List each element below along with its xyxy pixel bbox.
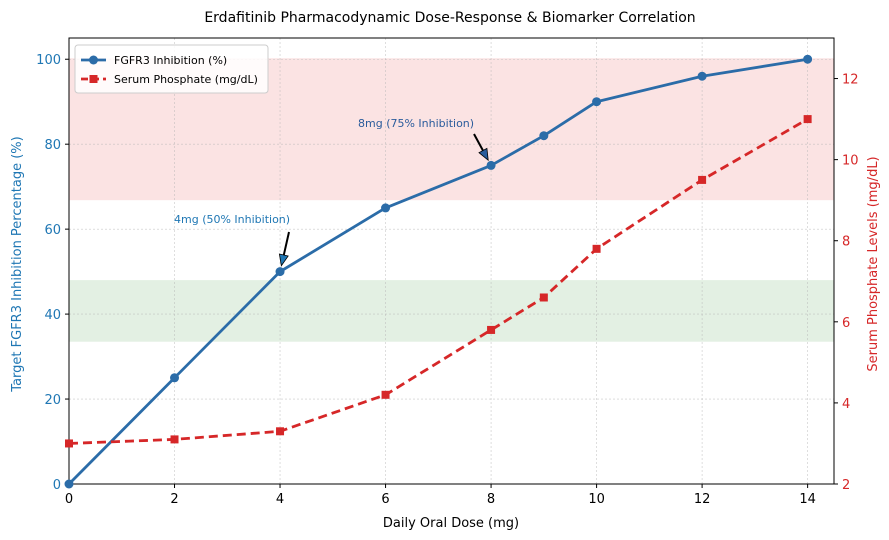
chart-title: Erdafitinib Pharmacodynamic Dose-Respons… bbox=[204, 10, 695, 26]
y-left-tick-label-3: 60 bbox=[44, 223, 61, 238]
plot-frame bbox=[68, 37, 835, 485]
series-0-point-2 bbox=[275, 267, 285, 277]
threshold-bands bbox=[69, 58, 834, 342]
x-tick-label-4: 8 bbox=[487, 492, 495, 507]
x-tick-label-6: 12 bbox=[694, 492, 711, 507]
annotation-arrow-shaft-1 bbox=[473, 133, 484, 151]
y-right-tick-label-1: 4 bbox=[842, 397, 850, 412]
x-axis-label: Daily Oral Dose (mg) bbox=[383, 516, 519, 531]
legend-marker-inhibition bbox=[89, 55, 98, 65]
series-0-point-8 bbox=[803, 54, 813, 64]
series-1-point-2 bbox=[276, 427, 285, 436]
legend-label-inhibition: FGFR3 Inhibition (%) bbox=[114, 54, 227, 67]
threshold-band-1 bbox=[69, 280, 834, 342]
y-left-tick-label-2: 40 bbox=[44, 308, 61, 323]
y-left-tick-label-0: 0 bbox=[53, 478, 61, 493]
series-0-point-4 bbox=[486, 160, 496, 170]
series-1-point-5 bbox=[539, 293, 548, 302]
series-1-point-7 bbox=[698, 175, 707, 184]
series-1-point-0 bbox=[65, 439, 73, 448]
y-left-axis-label: Target FGFR3 Inhibition Percentage (%) bbox=[10, 136, 25, 392]
legend: FGFR3 Inhibition (%) Serum Phosphate (mg… bbox=[74, 44, 269, 94]
y-left-tick-label-5: 100 bbox=[36, 53, 61, 68]
x-tick-label-0: 0 bbox=[65, 492, 73, 507]
y-right-tick-label-5: 12 bbox=[842, 73, 859, 88]
series-1-point-8 bbox=[803, 115, 812, 124]
series-1-point-6 bbox=[592, 244, 601, 253]
annotation-arrow-head-0 bbox=[278, 253, 289, 267]
series-0-point-0 bbox=[64, 479, 74, 489]
y-right-tick-label-0: 2 bbox=[842, 478, 850, 493]
series-0-point-5 bbox=[539, 131, 549, 141]
y-right-axis-ticks: 2 4 6 8 10 12 bbox=[834, 73, 859, 493]
x-tick-label-2: 4 bbox=[276, 492, 284, 507]
legend-marker-phosphate bbox=[89, 75, 98, 83]
series-0-point-7 bbox=[697, 71, 707, 81]
y-right-axis-label: Serum Phosphate Levels (mg/dL) bbox=[866, 156, 881, 371]
series-0-point-1 bbox=[170, 373, 180, 383]
x-tick-label-7: 14 bbox=[799, 492, 816, 507]
x-axis-ticks: 0 2 4 6 8 10 12 14 bbox=[65, 484, 816, 507]
data-series bbox=[64, 54, 813, 489]
series-1-point-1 bbox=[170, 435, 179, 444]
annotation-arrow-head-1 bbox=[478, 147, 489, 162]
legend-label-phosphate: Serum Phosphate (mg/dL) bbox=[114, 73, 258, 86]
y-right-tick-label-4: 10 bbox=[842, 154, 859, 169]
y-right-tick-label-2: 6 bbox=[842, 316, 850, 331]
series-line-1 bbox=[68, 117, 809, 445]
annotation-label-0: 4mg (50% Inhibition) bbox=[174, 213, 290, 226]
annotations: 4mg (50% Inhibition) 8mg (75% Inhibition) bbox=[174, 117, 489, 267]
series-1-point-3 bbox=[381, 390, 390, 399]
y-right-tick-label-3: 8 bbox=[842, 235, 850, 250]
x-tick-label-1: 2 bbox=[170, 492, 178, 507]
series-1-point-4 bbox=[487, 325, 496, 334]
x-tick-label-5: 10 bbox=[588, 492, 605, 507]
x-tick-label-3: 6 bbox=[381, 492, 389, 507]
y-left-tick-label-4: 80 bbox=[44, 138, 61, 153]
series-0-point-3 bbox=[381, 203, 391, 213]
y-left-tick-label-1: 20 bbox=[44, 393, 61, 408]
y-left-axis-ticks: 0 20 40 60 80 100 bbox=[36, 53, 69, 493]
annotation-arrow-shaft-0 bbox=[282, 231, 290, 256]
annotation-label-1: 8mg (75% Inhibition) bbox=[358, 117, 474, 130]
legend-box bbox=[74, 44, 269, 94]
series-0-point-6 bbox=[592, 97, 602, 107]
